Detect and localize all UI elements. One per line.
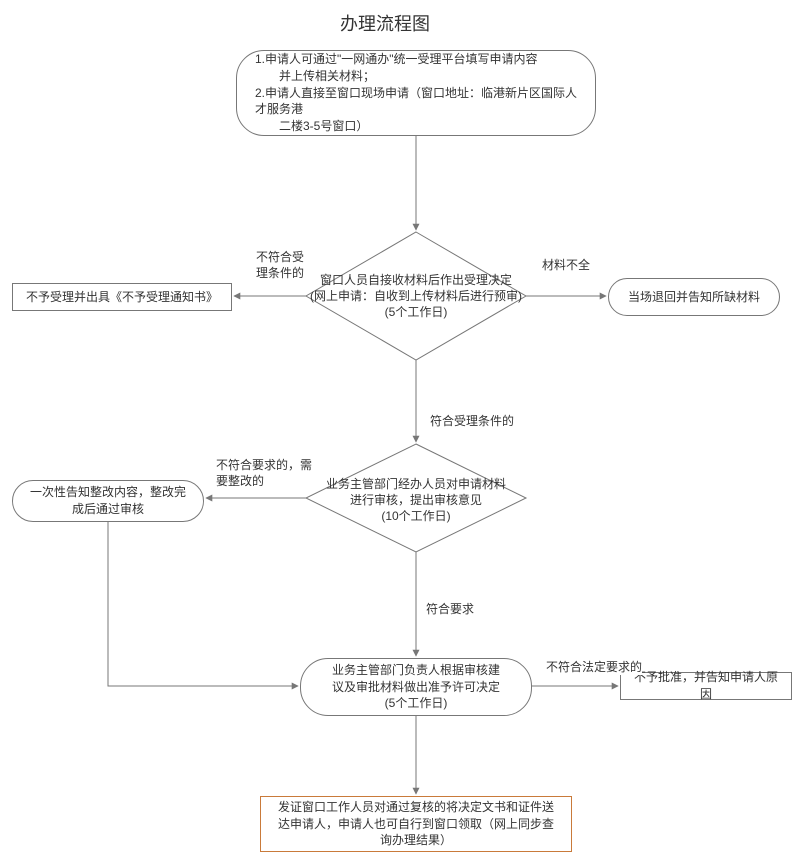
- node-d2-shape: [306, 444, 526, 552]
- node-reject-notice: 不予受理并出具《不予受理通知书》: [12, 283, 232, 311]
- node-d1-shape: [306, 232, 526, 360]
- node-rectify: 一次性告知整改内容，整改完 成后通过审核: [12, 480, 204, 522]
- edge-label-reject-l1: 不符合受: [256, 250, 304, 266]
- node-deny: 不予批准，并告知申请人原因: [620, 672, 792, 700]
- node-decision-line1: 业务主管部门负责人根据审核建: [315, 662, 517, 679]
- edge-label-incomplete: 材料不全: [542, 256, 590, 273]
- node-start: 1.申请人可通过"一网通办"统一受理平台填写申请内容 并上传相关材料； 2.申请…: [236, 50, 596, 136]
- chart-title: 办理流程图: [340, 10, 430, 36]
- edge-label-needfix: 不符合要求的，需 要整改的: [216, 458, 312, 489]
- edge-label-needfix-l1: 不符合要求的，需: [216, 458, 312, 474]
- node-decision: 业务主管部门负责人根据审核建 议及审批材料做出准予许可决定 (5个工作日): [300, 658, 532, 716]
- node-start-line4: 二楼3-5号窗口）: [255, 118, 577, 135]
- node-rectify-line1: 一次性告知整改内容，整改完: [23, 484, 193, 501]
- node-d2-line1: 业务主管部门经办人员对申请材料: [326, 476, 506, 491]
- node-start-line2: 并上传相关材料；: [255, 68, 577, 85]
- node-final-line2: 达申请人，申请人也可自行到窗口领取（网上同步查: [275, 816, 557, 833]
- edge-label-reject-l2: 理条件的: [256, 266, 304, 282]
- edge-label-meets: 符合要求: [426, 600, 474, 617]
- node-decision-line3: (5个工作日): [315, 695, 517, 712]
- edge-label-needfix-l2: 要整改的: [216, 474, 312, 490]
- node-start-line3: 2.申请人直接至窗口现场申请（窗口地址：临港新片区国际人才服务港: [255, 85, 577, 119]
- edge-label-accept: 符合受理条件的: [430, 412, 514, 429]
- node-return-materials: 当场退回并告知所缺材料: [608, 278, 780, 316]
- node-d1-line1: 窗口人员自接收材料后作出受理决定: [320, 272, 512, 287]
- node-final-line1: 发证窗口工作人员对通过复核的将决定文书和证件送: [275, 799, 557, 816]
- node-d2-line2: 进行审核，提出审核意见: [350, 492, 482, 507]
- edge-label-notlegal: 不符合法定要求的: [546, 658, 642, 675]
- node-decision-line2: 议及审批材料做出准予许可决定: [315, 679, 517, 696]
- node-start-line1: 1.申请人可通过"一网通办"统一受理平台填写申请内容: [255, 51, 577, 68]
- edge-rectify-decision: [108, 522, 298, 686]
- node-final: 发证窗口工作人员对通过复核的将决定文书和证件送 达申请人，申请人也可自行到窗口领…: [260, 796, 572, 852]
- node-d1-line3: (5个工作日): [385, 305, 448, 319]
- node-d1-line2: (网上申请：自收到上传材料后进行预审): [310, 288, 522, 303]
- node-final-line3: 询办理结果）: [275, 832, 557, 849]
- node-rectify-line2: 成后通过审核: [23, 501, 193, 518]
- flowchart-canvas: 办理流程图 1.申请人可通过"一网通办"统一受理平台填写申请内容 并上传相关材料…: [0, 0, 797, 867]
- node-d2-line3: (10个工作日): [381, 509, 450, 523]
- edge-label-reject: 不符合受 理条件的: [256, 250, 304, 281]
